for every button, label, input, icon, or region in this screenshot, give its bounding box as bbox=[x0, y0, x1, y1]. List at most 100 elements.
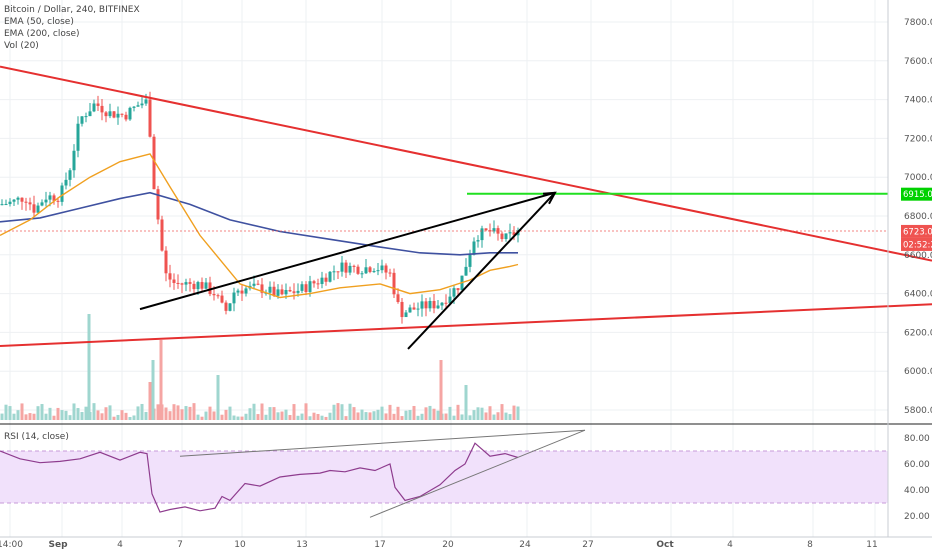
volume-bar-129 bbox=[516, 406, 520, 420]
price-tick-label-8: 6200.0 bbox=[904, 328, 932, 338]
candle-body-31 bbox=[124, 114, 128, 120]
volume-bar-121 bbox=[484, 412, 488, 420]
volume-bar-82 bbox=[328, 412, 332, 420]
volume-bar-108 bbox=[432, 408, 436, 420]
volume-bar-92 bbox=[368, 412, 372, 420]
volume-bar-44 bbox=[176, 405, 180, 420]
candle-body-24 bbox=[96, 103, 100, 106]
candle-body-69 bbox=[276, 289, 280, 296]
candle-body-16 bbox=[64, 179, 68, 186]
volume-bar-68 bbox=[272, 407, 276, 420]
candle-body-47 bbox=[188, 282, 192, 284]
candle-body-34 bbox=[136, 105, 140, 107]
volume-bar-103 bbox=[412, 405, 416, 420]
candle-body-32 bbox=[128, 107, 132, 120]
time-tick-label-9: 27 bbox=[582, 540, 593, 550]
volume-bar-106 bbox=[424, 407, 428, 420]
volume-bar-64 bbox=[256, 414, 260, 420]
volume-bar-2 bbox=[8, 406, 12, 420]
volume-bar-51 bbox=[204, 411, 208, 420]
lower-red-trendline bbox=[0, 303, 932, 347]
candle-body-112 bbox=[448, 296, 452, 304]
volume-bar-119 bbox=[476, 407, 480, 420]
price-tick-label-6: 6600.0 bbox=[904, 251, 932, 261]
volume-bar-84 bbox=[336, 403, 340, 420]
candle-body-63 bbox=[252, 283, 256, 286]
volume-bar-10 bbox=[40, 404, 44, 420]
candle-body-28 bbox=[112, 111, 116, 118]
candle-body-20 bbox=[80, 116, 84, 124]
arrow-head bbox=[542, 191, 557, 205]
upper-red-trendline bbox=[0, 65, 932, 262]
candle-body-118 bbox=[472, 241, 476, 255]
volume-spike-5 bbox=[439, 360, 443, 420]
candle-body-87 bbox=[348, 265, 352, 273]
volume-bar-115 bbox=[460, 414, 464, 420]
ema200-line bbox=[0, 191, 518, 256]
candle-body-14 bbox=[56, 200, 60, 202]
volume-bar-0 bbox=[0, 413, 4, 420]
candle-body-113 bbox=[452, 288, 456, 297]
candle-body-90 bbox=[360, 273, 364, 275]
volume-bar-32 bbox=[128, 416, 132, 420]
candle-body-7 bbox=[28, 202, 32, 205]
volume-bar-112 bbox=[448, 406, 452, 420]
volume-bar-87 bbox=[348, 403, 352, 420]
price-tick-label-4: 7000.0 bbox=[904, 173, 932, 183]
volume-bar-83 bbox=[332, 404, 336, 420]
volume-bar-95 bbox=[380, 406, 384, 420]
volume-bar-117 bbox=[468, 415, 472, 420]
volume-bar-14 bbox=[56, 407, 60, 420]
candle-body-109 bbox=[436, 305, 440, 309]
volume-bar-99 bbox=[396, 406, 400, 420]
volume-bar-29 bbox=[116, 414, 120, 420]
rsi-pane bbox=[0, 429, 888, 518]
candle-body-114 bbox=[456, 288, 460, 291]
price-tick-label-5: 6800.0 bbox=[904, 212, 932, 222]
volume-bar-7 bbox=[28, 413, 32, 420]
volume-bar-15 bbox=[60, 410, 64, 420]
candle-body-121 bbox=[484, 228, 488, 231]
candle-body-76 bbox=[304, 284, 308, 293]
time-tick-label-4: 10 bbox=[234, 540, 246, 550]
volume-spike-6 bbox=[464, 385, 468, 420]
candle-body-41 bbox=[164, 250, 168, 274]
candle-body-10 bbox=[40, 202, 44, 206]
candle-body-51 bbox=[204, 282, 208, 289]
price-tick-label-0: 7800.0 bbox=[904, 18, 932, 28]
volume-bar-13 bbox=[52, 415, 56, 420]
candle-body-82 bbox=[328, 271, 332, 282]
candle-body-116 bbox=[464, 266, 468, 276]
candle-body-45 bbox=[180, 283, 184, 285]
volume-bar-4 bbox=[16, 410, 20, 420]
volume-bar-33 bbox=[132, 415, 136, 420]
time-tick-label-10: Oct bbox=[656, 540, 674, 550]
time-tick-label-8: 24 bbox=[519, 540, 531, 550]
candle-body-1 bbox=[4, 204, 8, 206]
candle-body-75 bbox=[300, 284, 304, 291]
price-tick-label-9: 6000.0 bbox=[904, 367, 932, 377]
volume-bar-23 bbox=[92, 403, 96, 420]
candle-body-50 bbox=[200, 282, 204, 289]
volume-bar-27 bbox=[108, 405, 112, 420]
volume-bar-61 bbox=[244, 413, 248, 420]
volume-bar-45 bbox=[180, 409, 184, 420]
candle-body-95 bbox=[380, 265, 384, 271]
candle-body-36 bbox=[144, 99, 148, 104]
candle-body-104 bbox=[416, 308, 420, 310]
candle-body-67 bbox=[268, 286, 272, 293]
volume-spike-1 bbox=[148, 382, 152, 420]
volume-bar-11 bbox=[44, 413, 48, 420]
volume-bar-96 bbox=[384, 413, 388, 420]
candle-body-99 bbox=[396, 294, 400, 302]
volume-bar-12 bbox=[48, 407, 52, 420]
price-tick-label-1: 7600.0 bbox=[904, 57, 932, 67]
candle-body-85 bbox=[340, 262, 344, 272]
black-channel-lower bbox=[407, 192, 556, 350]
volume-bar-65 bbox=[260, 403, 264, 420]
candle-body-61 bbox=[244, 288, 248, 294]
volume-bar-67 bbox=[268, 407, 272, 420]
